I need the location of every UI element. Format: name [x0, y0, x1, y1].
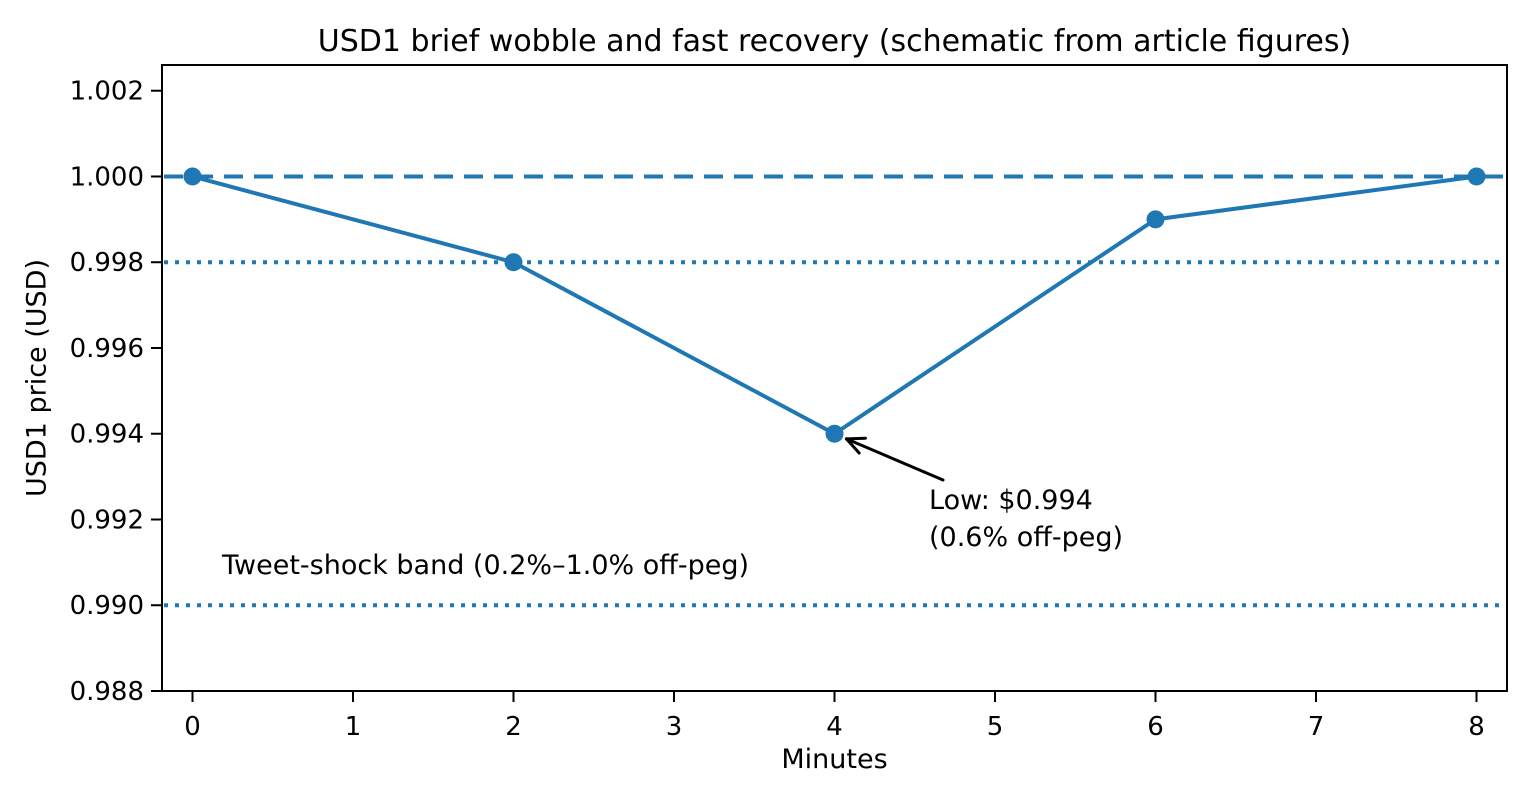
x-tick-label: 2: [505, 712, 522, 742]
reference-lines: [164, 174, 1505, 608]
chart-title: USD1 brief wobble and fast recovery (sch…: [317, 24, 1352, 59]
x-tick-label: 5: [987, 712, 1004, 742]
y-tick-label: 0.996: [70, 334, 144, 364]
data-point-marker: [504, 253, 523, 272]
y-tick-label: 0.988: [70, 677, 144, 707]
tick-labels: 0 1 2 3 4 5 6 7 8 0.988 0.990 0.992 0.994 0.996 0.998 1…: [70, 77, 1485, 742]
x-tick-label: 3: [666, 712, 683, 742]
y-tick-label: 0.998: [70, 248, 144, 278]
price-polyline: [190, 174, 1479, 436]
y-tick-label: 1.000: [70, 162, 144, 192]
data-point-marker: [1146, 210, 1165, 229]
x-tick-label: 0: [184, 712, 201, 742]
y-tick-label: 0.990: [70, 591, 144, 621]
y-tick-label: 1.002: [70, 77, 144, 107]
x-tick-label: 6: [1147, 712, 1164, 742]
x-tick-label: 8: [1468, 712, 1485, 742]
annotation-arrow: [844, 436, 945, 482]
arrow-shaft: [844, 437, 945, 482]
y-axis-label: USD1 price (USD): [21, 259, 53, 497]
price-series: [183, 167, 1486, 443]
data-point-marker: [1467, 167, 1486, 186]
band-label: Tweet-shock band (0.2%–1.0% off-peg): [222, 550, 750, 581]
y-tick-label: 0.992: [70, 505, 144, 535]
x-tick-label: 1: [345, 712, 362, 742]
arrow-head: [844, 437, 861, 455]
arrow-head: [844, 436, 867, 441]
low-annotation: Low: $0.994 (0.6% off-peg): [929, 482, 1123, 556]
axes: [151, 64, 1508, 702]
low-annotation-line2: (0.6% off-peg): [929, 522, 1123, 553]
x-tick-label: 4: [826, 712, 843, 742]
plot-border: [161, 64, 1508, 692]
data-point-marker: [183, 167, 202, 186]
x-tick-label: 7: [1308, 712, 1325, 742]
data-point-marker: [825, 424, 844, 443]
x-axis-label: Minutes: [781, 744, 888, 775]
low-annotation-line1: Low: $0.994: [929, 485, 1093, 516]
y-tick-label: 0.994: [70, 420, 144, 450]
